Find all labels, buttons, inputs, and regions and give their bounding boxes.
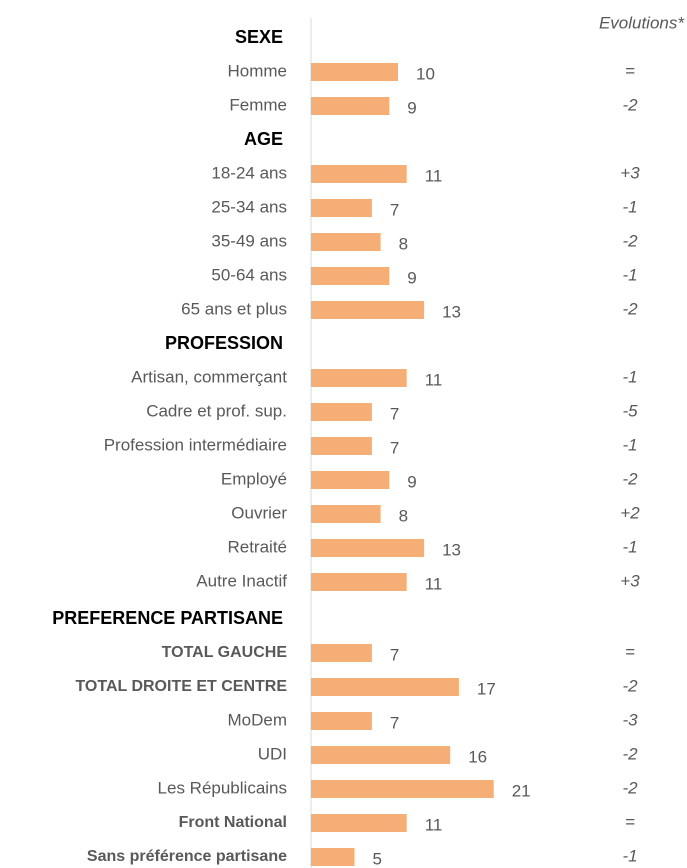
evolution-label: +3	[620, 571, 640, 590]
category-label: Autre Inactif	[196, 571, 287, 590]
evolution-label: -1	[622, 265, 637, 284]
evolution-label: -2	[622, 299, 638, 318]
category-label: TOTAL GAUCHE	[162, 644, 288, 661]
category-label: Ouvrier	[231, 503, 287, 522]
evolution-label: -2	[622, 95, 638, 114]
evolution-label: +2	[620, 503, 640, 522]
bar	[311, 712, 372, 730]
category-label: Retraité	[227, 537, 287, 556]
evolution-label: -1	[622, 197, 637, 216]
value-label: 8	[399, 506, 408, 525]
bar	[311, 848, 355, 866]
evolution-label: -5	[622, 401, 638, 420]
value-label: 10	[416, 64, 435, 83]
bar	[311, 471, 390, 489]
category-label: 50-64 ans	[211, 265, 287, 284]
group-header: PREFERENCE PARTISANE	[52, 608, 283, 628]
bar	[311, 233, 381, 251]
bar	[311, 678, 459, 696]
value-label: 11	[425, 574, 443, 593]
evolution-label: =	[625, 812, 635, 831]
value-label: 9	[407, 472, 416, 491]
group-header: SEXE	[235, 27, 283, 47]
bar	[311, 301, 425, 319]
value-label: 9	[407, 98, 416, 117]
evolution-label: -2	[622, 778, 638, 797]
evolution-label: -3	[622, 710, 638, 729]
bar	[311, 97, 390, 115]
evolution-label: -1	[622, 537, 637, 556]
bar	[311, 437, 372, 455]
value-label: 7	[390, 404, 399, 423]
category-label: 25-34 ans	[211, 197, 287, 216]
value-label: 11	[425, 815, 443, 834]
value-label: 5	[373, 849, 382, 868]
bar	[311, 165, 407, 183]
group-header: AGE	[244, 129, 283, 149]
evolution-label: -2	[622, 676, 638, 695]
group-header: PROFESSION	[165, 333, 283, 353]
bar	[311, 539, 425, 557]
bar	[311, 746, 451, 764]
bar	[311, 199, 372, 217]
evolution-label: =	[625, 61, 635, 80]
value-label: 11	[425, 370, 443, 389]
category-label: Homme	[227, 61, 287, 80]
category-label: Sans préférence partisane	[87, 848, 287, 865]
value-label: 13	[442, 302, 461, 321]
value-label: 7	[390, 645, 399, 664]
bar	[311, 780, 494, 798]
value-label: 16	[468, 747, 487, 766]
bar	[311, 505, 381, 523]
evolution-label: -2	[622, 744, 638, 763]
evolution-label: -2	[622, 231, 638, 250]
category-label: MoDem	[227, 710, 287, 729]
bar	[311, 369, 407, 387]
category-label: Artisan, commerçant	[131, 367, 287, 386]
category-label: Femme	[229, 95, 287, 114]
bar	[311, 63, 398, 81]
category-label: 35-49 ans	[211, 231, 287, 250]
value-label: 21	[512, 781, 531, 800]
evolution-label: -1	[622, 367, 637, 386]
bar	[311, 267, 390, 285]
value-label: 7	[390, 713, 399, 732]
category-label: Les Républicains	[158, 778, 287, 797]
evolution-label: -1	[622, 435, 637, 454]
value-label: 8	[399, 234, 408, 253]
evolutions-title: Evolutions*	[599, 13, 685, 32]
evolution-label: =	[625, 642, 635, 661]
category-label: 65 ans et plus	[181, 299, 287, 318]
value-label: 11	[425, 166, 443, 185]
value-label: 9	[407, 268, 416, 287]
bar	[311, 403, 372, 421]
category-label: Employé	[221, 469, 287, 488]
value-label: 7	[390, 200, 399, 219]
value-label: 17	[477, 679, 496, 698]
value-label: 7	[390, 438, 399, 457]
category-label: UDI	[258, 744, 287, 763]
evolution-label: +3	[620, 163, 640, 182]
category-label: 18-24 ans	[211, 163, 287, 182]
evolution-label: -1	[622, 846, 637, 865]
bar	[311, 644, 372, 662]
category-label: Front National	[179, 814, 287, 831]
value-label: 13	[442, 540, 461, 559]
category-label: TOTAL DROITE ET CENTRE	[75, 678, 287, 695]
bar	[311, 573, 407, 591]
category-label: Cadre et prof. sup.	[146, 401, 287, 420]
bar	[311, 814, 407, 832]
evolution-label: -2	[622, 469, 638, 488]
category-label: Profession intermédiaire	[104, 435, 287, 454]
